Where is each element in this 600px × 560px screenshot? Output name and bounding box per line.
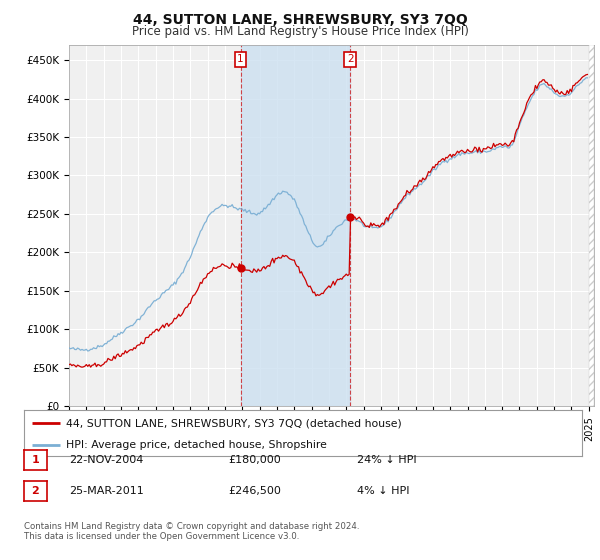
- Text: Price paid vs. HM Land Registry's House Price Index (HPI): Price paid vs. HM Land Registry's House …: [131, 25, 469, 38]
- Text: 1: 1: [237, 54, 244, 64]
- Text: 25-MAR-2011: 25-MAR-2011: [69, 486, 144, 496]
- Text: 44, SUTTON LANE, SHREWSBURY, SY3 7QQ (detached house): 44, SUTTON LANE, SHREWSBURY, SY3 7QQ (de…: [66, 418, 401, 428]
- Text: 22-NOV-2004: 22-NOV-2004: [69, 455, 143, 465]
- Text: 24% ↓ HPI: 24% ↓ HPI: [357, 455, 416, 465]
- Text: 1: 1: [32, 455, 39, 465]
- Text: Contains HM Land Registry data © Crown copyright and database right 2024.
This d: Contains HM Land Registry data © Crown c…: [24, 522, 359, 542]
- Text: 44, SUTTON LANE, SHREWSBURY, SY3 7QQ: 44, SUTTON LANE, SHREWSBURY, SY3 7QQ: [133, 13, 467, 27]
- Text: 2: 2: [347, 54, 353, 64]
- Text: HPI: Average price, detached house, Shropshire: HPI: Average price, detached house, Shro…: [66, 440, 327, 450]
- Bar: [241, 45, 350, 406]
- Text: 4% ↓ HPI: 4% ↓ HPI: [357, 486, 409, 496]
- Text: £246,500: £246,500: [228, 486, 281, 496]
- Text: 2: 2: [32, 486, 39, 496]
- Text: £180,000: £180,000: [228, 455, 281, 465]
